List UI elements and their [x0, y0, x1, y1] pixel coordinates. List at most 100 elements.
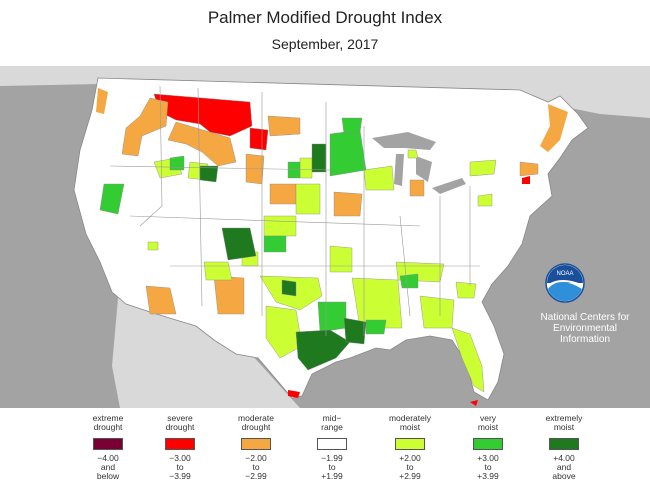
legend: extreme drought −4.00 and below severe droug…	[0, 404, 650, 481]
moist-georgia	[419, 295, 455, 329]
moderate-drought-washington-coast	[96, 88, 108, 114]
legend-label: very	[479, 413, 497, 423]
legend-range: +3.00	[477, 453, 499, 463]
legend-range: to	[252, 462, 260, 472]
moist-nevada-south	[147, 241, 159, 251]
moist-nebraska	[295, 183, 321, 215]
legend-range: −1.99	[321, 453, 343, 463]
legend-range: below	[96, 471, 120, 481]
legend-label: drought	[165, 422, 195, 432]
agency-line-1: National Centers for	[540, 312, 630, 323]
moderate-drought-nebraska	[269, 183, 297, 205]
legend-label: moist	[553, 422, 575, 432]
legend-range: −4.00	[97, 453, 119, 463]
map-subtitle: September, 2017	[271, 36, 379, 52]
legend-label: range	[321, 422, 343, 432]
legend-label: drought	[93, 422, 123, 432]
legend-swatch	[395, 438, 425, 450]
severe-drought-florida-keys	[470, 400, 478, 406]
legend-label: drought	[241, 422, 271, 432]
lake-huron	[416, 156, 432, 182]
legend-range: +1.99	[321, 471, 343, 481]
legend-range: +4.00	[553, 453, 575, 463]
legend-range: −3.99	[169, 471, 191, 481]
extremely-moist-texas-gulf	[295, 329, 351, 371]
legend-severe-drought: severe drought −3.00 to −3.99	[140, 404, 220, 481]
very-moist-louisiana	[365, 319, 387, 335]
moist-michigan	[407, 149, 419, 159]
agency-name: National Centers for Environmental Infor…	[521, 312, 649, 345]
legend-label: moderate	[238, 413, 274, 423]
legend-swatch	[241, 438, 271, 450]
moist-new-york	[469, 159, 497, 177]
very-moist-alabama	[399, 273, 419, 289]
legend-range: −2.99	[245, 471, 267, 481]
moderate-drought-inner-northwest	[121, 97, 169, 157]
svg-text:NOAA: NOAA	[556, 271, 573, 277]
legend-range: to	[406, 462, 414, 472]
moist-wisconsin	[363, 165, 395, 191]
legend-range: +3.99	[477, 471, 499, 481]
legend-swatch	[93, 438, 123, 450]
severe-drought-connecticut	[522, 176, 530, 184]
moist-dakotas	[299, 157, 313, 179]
legend-label: mid−	[322, 413, 342, 423]
legend-label: extremely	[545, 413, 583, 423]
moist-pennsylvania	[477, 193, 493, 207]
noaa-logo-icon: NOAA	[545, 263, 585, 303]
legend-label: severe	[167, 413, 193, 423]
legend-label: moderately	[388, 413, 432, 423]
very-moist-minnesota-north	[341, 117, 363, 135]
very-moist-texas-north	[317, 301, 347, 333]
very-moist-colorado	[263, 235, 287, 253]
legend-range: and	[556, 462, 572, 472]
great-lakes	[372, 132, 436, 150]
very-moist-south-dakota	[287, 161, 301, 179]
legend-range: to	[176, 462, 184, 472]
moist-carolinas	[455, 281, 477, 299]
drought-map: NOAA National Centers for Environmental …	[0, 66, 650, 408]
severe-drought-montana-east	[249, 127, 269, 151]
legend-range: +2.99	[399, 471, 421, 481]
legend-range: to	[484, 462, 492, 472]
moderate-drought-arizona	[145, 285, 177, 315]
legend-label: extreme	[92, 413, 124, 423]
canada-land	[0, 66, 650, 118]
us-climate-division-map	[0, 66, 650, 408]
legend-range: −2.00	[245, 453, 267, 463]
legend-range: to	[328, 462, 336, 472]
legend-mid-range: mid− range −1.99 to +1.99	[292, 404, 372, 481]
very-moist-nevada	[99, 183, 125, 215]
mexico-land	[112, 298, 300, 408]
map-title: Palmer Modified Drought Index	[207, 8, 443, 27]
very-moist-minnesota	[329, 129, 367, 177]
legend-range: +2.00	[399, 453, 421, 463]
agency-line-3: Information	[559, 334, 611, 345]
legend-label: moist	[399, 422, 421, 432]
legend-range: above	[552, 471, 576, 481]
extremely-moist-wyoming	[199, 165, 219, 183]
state-borders	[109, 85, 480, 336]
lake-michigan	[394, 154, 404, 186]
legend-range: and	[100, 462, 116, 472]
extremely-moist-minnesota	[311, 143, 327, 173]
legend-swatch	[317, 438, 347, 450]
moist-south-plains	[203, 261, 233, 281]
lake-erie	[432, 178, 466, 194]
legend-very-moist: very moist +3.00 to +3.99	[448, 404, 528, 481]
very-moist-idaho	[169, 155, 185, 171]
legend-swatch	[473, 438, 503, 450]
agency-line-2: Environmental	[553, 323, 617, 334]
moderate-drought-iowa	[333, 191, 363, 217]
legend-extreme-drought: extreme drought −4.00 and below	[68, 404, 148, 481]
moderate-drought-indiana	[409, 179, 425, 197]
moderate-drought-montana-central	[167, 121, 237, 167]
extremely-moist-louisiana	[343, 317, 367, 345]
extremely-moist-oklahoma	[281, 279, 297, 297]
moist-kansas	[263, 215, 297, 237]
legend-range: −3.00	[169, 453, 191, 463]
extremely-moist-colorado	[221, 227, 257, 261]
moderate-drought-maine-coast	[540, 104, 568, 152]
legend-extremely-moist: extremely moist +4.00 and above	[524, 404, 604, 481]
moderate-drought-north-plains	[267, 115, 301, 137]
